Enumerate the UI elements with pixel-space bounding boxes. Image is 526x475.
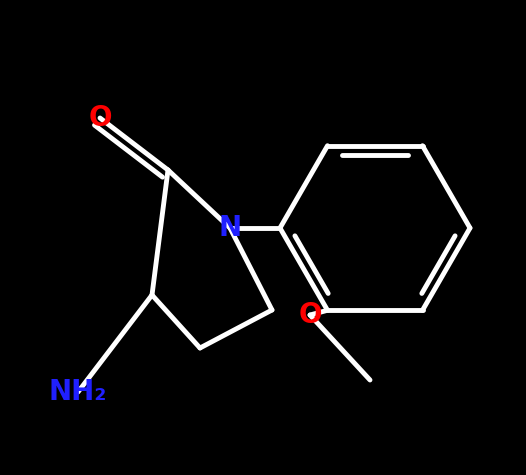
Text: N: N (218, 214, 241, 242)
Text: O: O (298, 301, 322, 329)
Text: O: O (88, 104, 112, 132)
Text: NH₂: NH₂ (49, 378, 107, 406)
